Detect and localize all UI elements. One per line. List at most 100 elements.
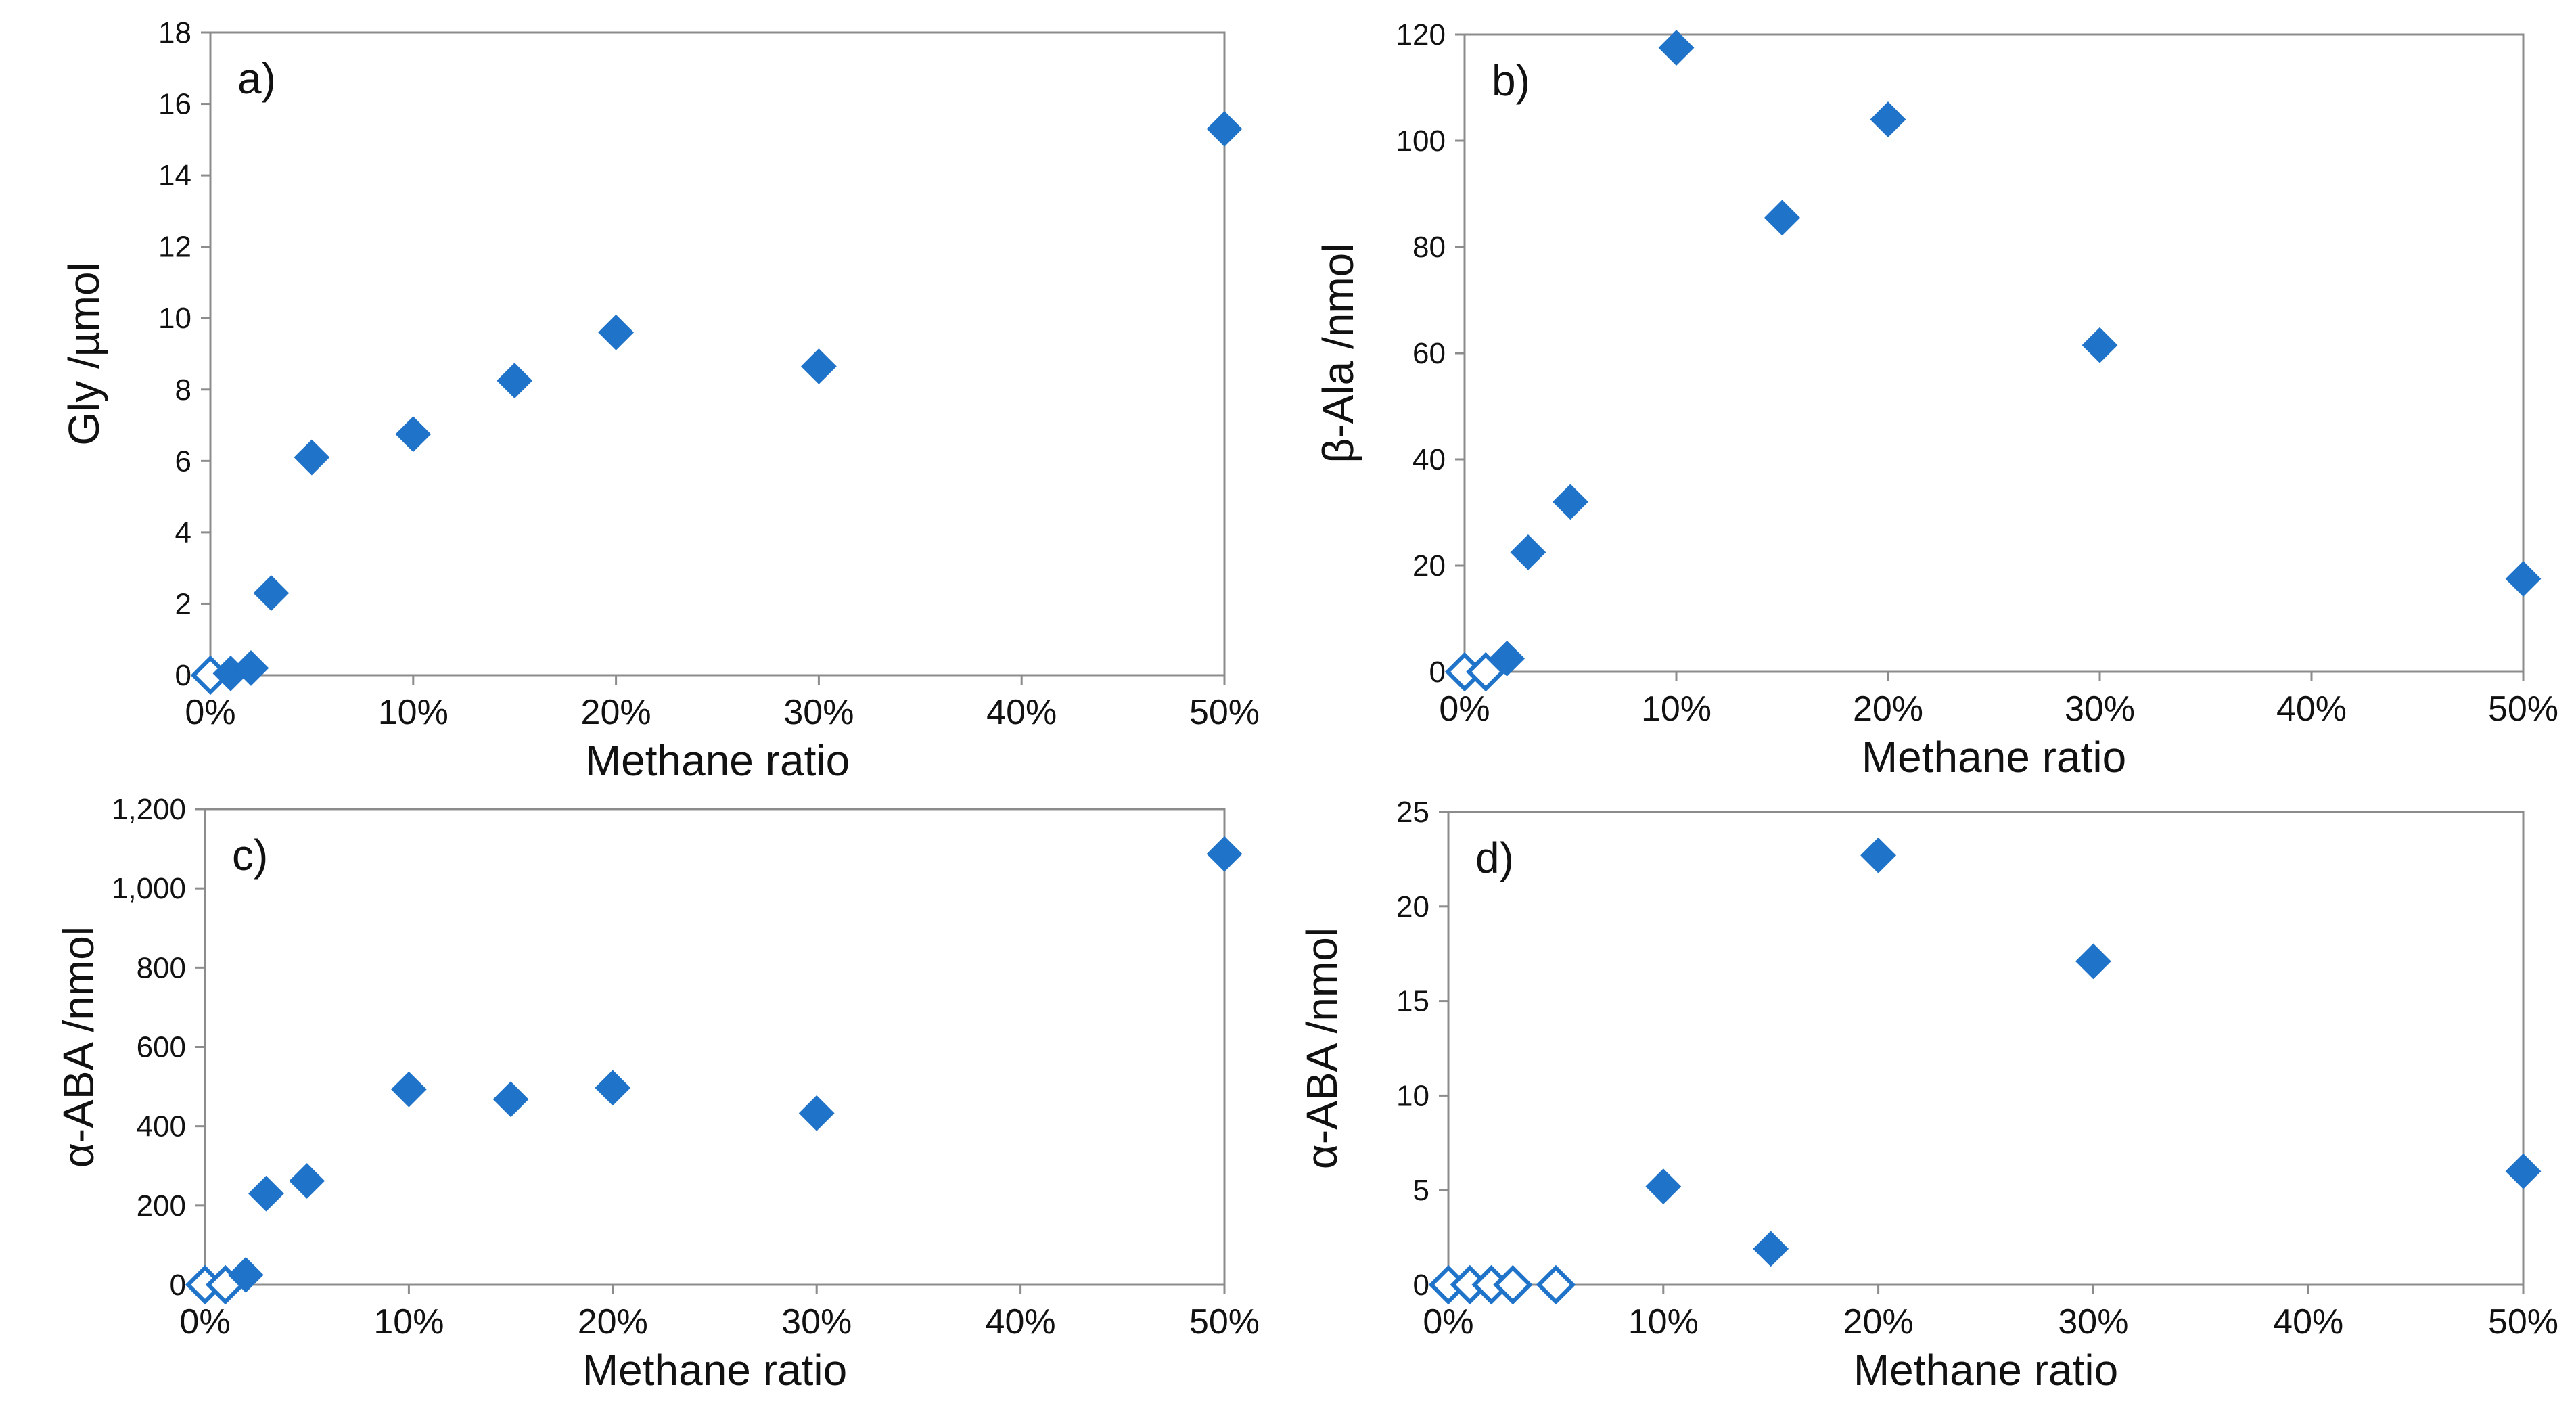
x-tick-label: 50% <box>2488 1302 2558 1342</box>
x-tick-label: 40% <box>986 693 1057 732</box>
x-tick-label: 10% <box>1641 689 1711 729</box>
y-tick-label: 80 <box>1412 231 1446 264</box>
panel-label: b) <box>1492 56 1530 105</box>
x-tick-label: 40% <box>2273 1302 2343 1342</box>
data-point <box>598 314 635 350</box>
data-point-open <box>1536 1264 1576 1305</box>
x-axis-title: Methane ratio <box>582 1346 847 1394</box>
x-tick-label: 40% <box>2276 689 2347 729</box>
y-tick-label: 800 <box>137 951 186 984</box>
data-point <box>2075 943 2111 980</box>
data-point <box>248 1175 284 1212</box>
x-tick-label: 10% <box>378 693 448 732</box>
y-tick-label: 200 <box>137 1189 186 1223</box>
y-tick-label: 20 <box>1412 549 1446 583</box>
data-point <box>253 575 290 612</box>
data-point <box>227 1256 264 1293</box>
x-tick-label: 50% <box>2488 689 2558 729</box>
y-tick-label: 600 <box>137 1031 186 1064</box>
y-tick-label: 40 <box>1412 443 1446 476</box>
y-tick-label: 0 <box>175 659 191 692</box>
data-point <box>798 1095 835 1131</box>
x-tick-label: 10% <box>373 1302 444 1342</box>
panel-label: c) <box>232 831 268 880</box>
y-tick-label: 25 <box>1396 796 1429 829</box>
y-tick-label: 10 <box>158 302 191 335</box>
y-tick-label: 5 <box>1413 1174 1429 1207</box>
y-tick-label: 6 <box>175 444 191 478</box>
chart-panel-3: 0 5 10 15 20 25 0% 10% 20% 30% 40% 50% Methane ratio… <box>1297 796 2558 1394</box>
y-axis-title: Gly /µmol <box>60 262 108 446</box>
y-tick-label: 15 <box>1396 985 1429 1018</box>
x-tick-label: 20% <box>1843 1302 1914 1342</box>
data-point <box>595 1070 631 1106</box>
y-tick-label: 4 <box>175 516 191 549</box>
data-point <box>1753 1231 1789 1267</box>
y-tick-label: 60 <box>1412 337 1446 370</box>
data-point <box>395 416 432 453</box>
y-tick-label: 120 <box>1396 18 1446 51</box>
x-tick-label: 50% <box>1189 693 1260 732</box>
data-point <box>1489 640 1525 677</box>
y-tick-label: 400 <box>137 1110 186 1143</box>
y-axis-title: α-ABA /nmol <box>54 926 103 1168</box>
x-tick-label: 0% <box>1439 689 1490 729</box>
x-tick-label: 30% <box>2058 1302 2128 1342</box>
chart-panel-0: 0 2 4 6 8 10 12 14 16 18 0% 10% 20% 30% 40% 50% Methane … <box>60 16 1260 785</box>
y-tick-label: 16 <box>158 88 191 121</box>
x-axis-title: Methane ratio <box>1862 733 2126 781</box>
x-tick-label: 30% <box>781 1302 852 1342</box>
data-point <box>289 1163 325 1199</box>
plot-area-frame <box>1463 33 2525 673</box>
data-point <box>2082 327 2118 363</box>
data-point-open <box>1493 1264 1533 1305</box>
x-tick-label: 20% <box>1853 689 1923 729</box>
y-tick-label: 10 <box>1396 1079 1429 1112</box>
x-tick-label: 30% <box>783 693 854 732</box>
y-tick-label: 0 <box>1413 1269 1429 1302</box>
y-tick-label: 100 <box>1396 124 1446 158</box>
data-point <box>2505 1153 2542 1189</box>
y-axis-title: β-Ala /nmol <box>1314 244 1362 463</box>
data-point <box>233 650 269 686</box>
y-tick-label: 8 <box>175 373 191 407</box>
chart-panel-1: 0 20 40 60 80 100 120 0% 10% 20% 30% 40% 50% Methane … <box>1314 18 2558 781</box>
x-tick-label: 50% <box>1189 1302 1260 1342</box>
x-tick-label: 0% <box>185 693 235 732</box>
x-tick-label: 20% <box>581 693 651 732</box>
data-point <box>1658 30 1695 66</box>
y-tick-label: 0 <box>1429 656 1446 689</box>
y-tick-label: 2 <box>175 587 191 620</box>
x-tick-label: 10% <box>1628 1302 1699 1342</box>
y-tick-label: 1,200 <box>112 793 186 826</box>
data-point <box>1645 1168 1682 1205</box>
data-point <box>390 1071 427 1108</box>
x-axis-title: Methane ratio <box>1854 1346 2118 1394</box>
x-tick-label: 0% <box>179 1302 230 1342</box>
y-tick-label: 0 <box>170 1269 186 1302</box>
y-axis-title: α-ABA /nmol <box>1297 928 1346 1169</box>
data-point <box>1552 484 1588 520</box>
x-tick-label: 20% <box>578 1302 648 1342</box>
data-point <box>492 1081 529 1118</box>
data-point <box>1510 534 1546 570</box>
plot-area-frame <box>209 31 1226 677</box>
x-tick-label: 40% <box>986 1302 1056 1342</box>
y-tick-label: 14 <box>158 159 191 192</box>
x-tick-label: 0% <box>1423 1302 1473 1342</box>
y-tick-label: 20 <box>1396 890 1429 923</box>
y-tick-label: 1,000 <box>112 872 186 905</box>
chart-panel-2: 0 200 400 600 800 1,000 1,200 0% 10% 20% 30% 40% 50%… <box>54 793 1260 1394</box>
plot-area-frame <box>204 808 1226 1286</box>
x-tick-label: 30% <box>2065 689 2135 729</box>
plot-area-frame <box>1447 811 2525 1286</box>
data-point <box>497 363 533 398</box>
data-point <box>1860 837 1897 873</box>
panel-label: d) <box>1475 834 1514 882</box>
x-axis-title: Methane ratio <box>585 736 850 785</box>
y-tick-label: 18 <box>158 16 191 49</box>
data-point <box>1764 200 1800 236</box>
data-point <box>2505 561 2542 597</box>
data-point <box>800 348 837 384</box>
